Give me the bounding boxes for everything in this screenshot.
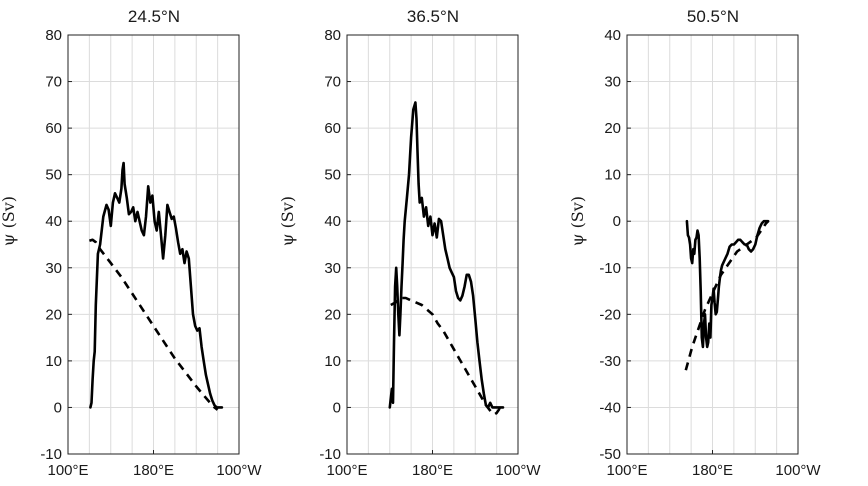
x-tick-label: 100°E bbox=[47, 462, 88, 479]
tick-layer: 100°E 180°E 100°W -10 0 10 20 30 40 50 60 70 80 bbox=[319, 27, 541, 479]
y-tick-label: 30 bbox=[45, 260, 62, 277]
y-axis-label: ψ (Sv) bbox=[568, 196, 587, 246]
y-tick-label: 10 bbox=[324, 353, 341, 370]
y-tick-label: 0 bbox=[613, 213, 621, 230]
y-tick-label: 80 bbox=[324, 27, 341, 44]
y-tick-label: 20 bbox=[604, 120, 621, 137]
x-tick-label: 100°E bbox=[606, 462, 647, 479]
y-tick-label: 20 bbox=[324, 306, 341, 323]
solid-series-line bbox=[89, 161, 224, 409]
y-tick-label: 40 bbox=[45, 213, 62, 230]
tick-layer: 100°E 180°E 100°W -10 0 10 20 30 40 50 60 70 80 bbox=[40, 27, 262, 479]
grid bbox=[347, 35, 518, 454]
y-axis-label: ψ (Sv) bbox=[278, 196, 297, 246]
y-tick-label: 10 bbox=[604, 167, 621, 184]
y-tick-label: 70 bbox=[45, 74, 62, 91]
y-tick-label: 50 bbox=[324, 167, 341, 184]
grid bbox=[68, 35, 239, 454]
x-tick-label: 100°W bbox=[495, 462, 541, 479]
grid bbox=[627, 35, 798, 454]
panel-title: 36.5°N bbox=[407, 7, 459, 26]
y-tick-label: -30 bbox=[599, 353, 621, 370]
y-tick-label: 30 bbox=[324, 260, 341, 277]
y-axis-label: ψ (Sv) bbox=[0, 196, 18, 246]
panel-3: 50.5°N ψ (Sv) 100°E 180°E 100°W -50 -40 -30 -2… bbox=[568, 7, 821, 479]
panel-2: 36.5°N ψ (Sv) 100°E 180°E 100°W -10 0 10 20 30 4… bbox=[278, 7, 541, 479]
y-tick-label: -50 bbox=[599, 446, 621, 463]
y-tick-label: -10 bbox=[319, 446, 341, 463]
solid-series-line bbox=[388, 101, 505, 409]
x-tick-label: 180°E bbox=[692, 462, 733, 479]
series-layer bbox=[388, 101, 505, 416]
x-tick-label: 180°E bbox=[412, 462, 453, 479]
panel-title: 50.5°N bbox=[687, 7, 739, 26]
y-tick-label: 0 bbox=[54, 399, 62, 416]
x-tick-label: 180°E bbox=[133, 462, 174, 479]
y-tick-label: -20 bbox=[599, 306, 621, 323]
y-tick-label: 80 bbox=[45, 27, 62, 44]
y-tick-label: 70 bbox=[324, 74, 341, 91]
x-tick-label: 100°W bbox=[216, 462, 262, 479]
y-tick-label: 30 bbox=[604, 74, 621, 91]
dashed-series-line bbox=[89, 238, 219, 411]
y-tick-label: -40 bbox=[599, 399, 621, 416]
tick-layer: 100°E 180°E 100°W -50 -40 -30 -20 -10 0 10 20 30 40 bbox=[599, 27, 821, 479]
panel-title: 24.5°N bbox=[128, 7, 180, 26]
panel-1: 24.5°N ψ (Sv) 100°E 180°E 100°W -10 0 10 20 30 4… bbox=[0, 7, 262, 479]
y-tick-label: 10 bbox=[45, 353, 62, 370]
solid-series-line bbox=[685, 219, 770, 349]
dashed-series-line bbox=[684, 220, 770, 371]
y-tick-label: 60 bbox=[45, 120, 62, 137]
y-tick-label: -10 bbox=[599, 260, 621, 277]
y-tick-label: -10 bbox=[40, 446, 62, 463]
x-tick-label: 100°W bbox=[775, 462, 821, 479]
y-tick-label: 40 bbox=[324, 213, 341, 230]
y-tick-label: 20 bbox=[45, 306, 62, 323]
y-tick-label: 40 bbox=[604, 27, 621, 44]
series-layer bbox=[684, 219, 770, 371]
y-tick-label: 0 bbox=[333, 399, 341, 416]
series-layer bbox=[89, 161, 224, 411]
y-tick-label: 60 bbox=[324, 120, 341, 137]
dashed-series-line bbox=[390, 296, 503, 416]
x-tick-label: 100°E bbox=[326, 462, 367, 479]
y-tick-label: 50 bbox=[45, 167, 62, 184]
